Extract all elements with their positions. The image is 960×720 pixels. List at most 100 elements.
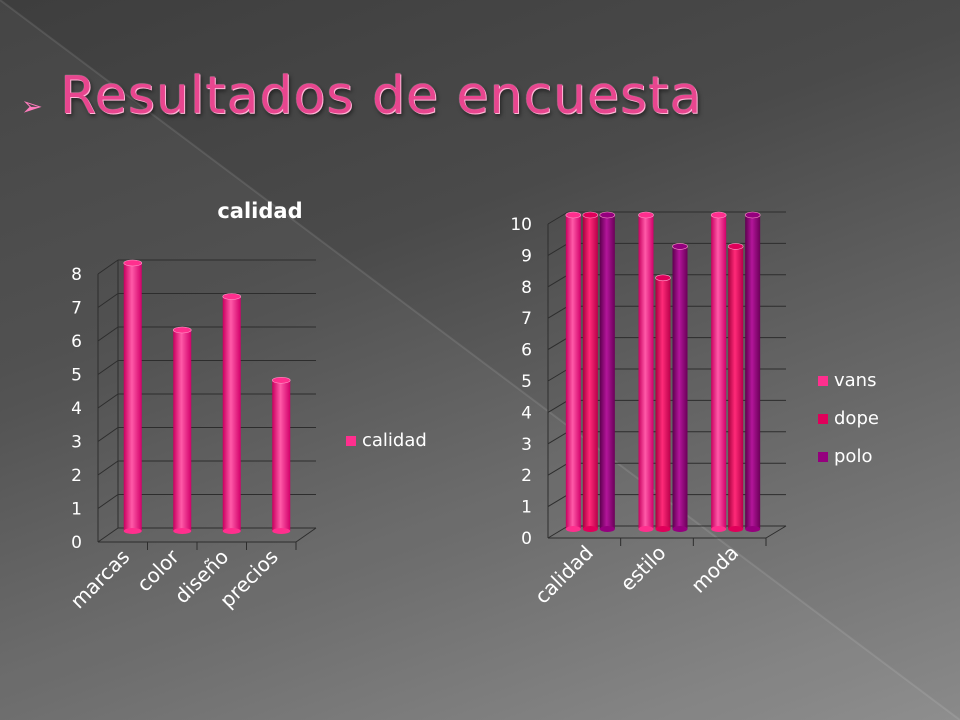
arrow-bullet-icon: ➢ <box>21 92 43 122</box>
y-tick-label: 5 <box>521 372 532 392</box>
legend-label: dope <box>834 408 879 429</box>
bar-dope-calidad-body <box>582 215 598 529</box>
y-tick-label: 8 <box>521 278 532 298</box>
bar-calidad-color-base <box>173 528 192 534</box>
bar-polo-moda-base <box>745 526 761 532</box>
bar-vans-moda-base <box>711 526 727 532</box>
gridline-back <box>97 527 119 543</box>
bar-vans-estilo-cap <box>638 211 654 219</box>
bar-vans-moda <box>710 211 727 532</box>
gridline-back <box>97 494 119 509</box>
bar-calidad-precios-base <box>272 528 291 534</box>
gridline-back <box>97 460 119 476</box>
bar-polo-calidad-cap <box>599 211 616 219</box>
gridline-back <box>547 431 569 445</box>
bar-calidad-diseño-base <box>222 528 241 534</box>
x-tick-label: estilo <box>615 541 670 596</box>
gridline-back <box>97 259 119 275</box>
bar-dope-estilo-body <box>655 277 671 529</box>
gridline-back <box>547 274 569 288</box>
bar-polo-moda <box>744 211 761 532</box>
x-tick-label: marcas <box>66 545 135 614</box>
bar-dope-estilo-cap <box>655 274 671 282</box>
gridline-back <box>97 427 119 442</box>
chart-title: calidad <box>217 199 302 223</box>
bar-polo-estilo-body <box>672 246 688 529</box>
legend-swatch <box>818 414 828 424</box>
bar-calidad-diseño <box>222 293 242 534</box>
y-tick-label: 5 <box>71 366 82 386</box>
bar-vans-estilo-base <box>638 526 654 532</box>
bar-calidad-precios-cap <box>271 376 291 384</box>
y-tick-label: 1 <box>521 498 532 518</box>
calidad-chart: 012345678marcascolordiseñoprecioscalidad… <box>66 199 427 614</box>
bar-vans-estilo <box>638 211 654 532</box>
y-tick-label: 2 <box>71 466 82 486</box>
brands-chart: 0 1 2 3 4 5 6 7 8 9 10 calidad estilo moda vans dope pol… <box>510 211 879 608</box>
bar-dope-calidad-base <box>582 526 598 532</box>
bar-calidad-marcas-body <box>123 263 142 531</box>
gridline-back <box>97 360 119 375</box>
x-tick-label: moda <box>686 541 743 598</box>
gridline-back <box>547 462 569 476</box>
legend-label: calidad <box>362 430 427 451</box>
bar-dope-estilo-base <box>655 526 671 532</box>
bar-calidad-precios-body <box>272 380 291 531</box>
y-tick-label: 7 <box>521 309 532 329</box>
legend-label: polo <box>834 446 872 467</box>
y-tick-label: 4 <box>521 403 532 423</box>
legend-swatch <box>818 376 828 386</box>
bar-dope-moda-base <box>728 526 744 532</box>
bar-polo-calidad-body <box>599 215 615 529</box>
gridline-back <box>547 368 569 382</box>
bar-dope-calidad <box>582 211 599 532</box>
bar-vans-calidad-base <box>565 526 581 532</box>
bar-vans-moda-body <box>711 215 727 529</box>
y-tick-label: 10 <box>510 215 532 235</box>
y-tick-label: 1 <box>71 500 82 520</box>
bar-dope-moda-cap <box>727 243 744 250</box>
gridline-back <box>547 305 569 319</box>
bar-calidad-color-cap <box>172 326 192 334</box>
bar-polo-estilo <box>672 243 688 532</box>
legend-swatch <box>346 436 356 446</box>
bar-vans-calidad-cap <box>565 211 582 219</box>
bar-polo-moda-cap <box>744 211 761 219</box>
y-tick-label: 9 <box>521 246 532 266</box>
y-tick-label: 3 <box>71 433 82 453</box>
y-tick-label: 7 <box>71 299 82 319</box>
gridline-back <box>97 293 119 308</box>
gridline-back <box>547 494 569 508</box>
floor-edge <box>295 527 317 543</box>
y-tick-label: 2 <box>521 466 532 486</box>
gridline-back <box>547 337 569 351</box>
slide-title: Resultados de encuesta <box>60 66 703 126</box>
gridline-back <box>547 525 569 539</box>
legend-label: vans <box>834 370 876 391</box>
bar-dope-moda-body <box>728 246 744 529</box>
bar-calidad-precios <box>271 376 291 534</box>
bar-calidad-diseño-body <box>222 296 241 531</box>
bar-vans-estilo-body <box>638 215 654 529</box>
floor-edge <box>765 525 787 539</box>
bar-calidad-marcas <box>123 259 143 534</box>
gridline-back <box>547 399 569 413</box>
bar-dope-calidad-cap <box>582 211 599 219</box>
bar-polo-estilo-cap <box>672 243 688 250</box>
bar-calidad-color-body <box>173 330 192 531</box>
legend: vans dope polo <box>818 370 879 467</box>
y-tick-label: 6 <box>521 341 532 361</box>
y-tick-label: 4 <box>71 399 82 419</box>
bar-polo-calidad <box>599 211 616 532</box>
bar-polo-estilo-base <box>672 526 688 532</box>
gridline-back <box>547 211 569 225</box>
bar-calidad-diseño-cap <box>222 293 242 300</box>
legend-swatch <box>818 452 828 462</box>
bar-vans-calidad <box>565 211 582 532</box>
bar-vans-moda-cap <box>710 211 727 219</box>
bar-calidad-marcas-cap <box>123 259 143 267</box>
legend: calidad <box>346 430 427 451</box>
gridline-back <box>97 326 119 342</box>
bar-dope-moda <box>727 243 744 532</box>
bar-polo-calidad-base <box>599 526 615 532</box>
